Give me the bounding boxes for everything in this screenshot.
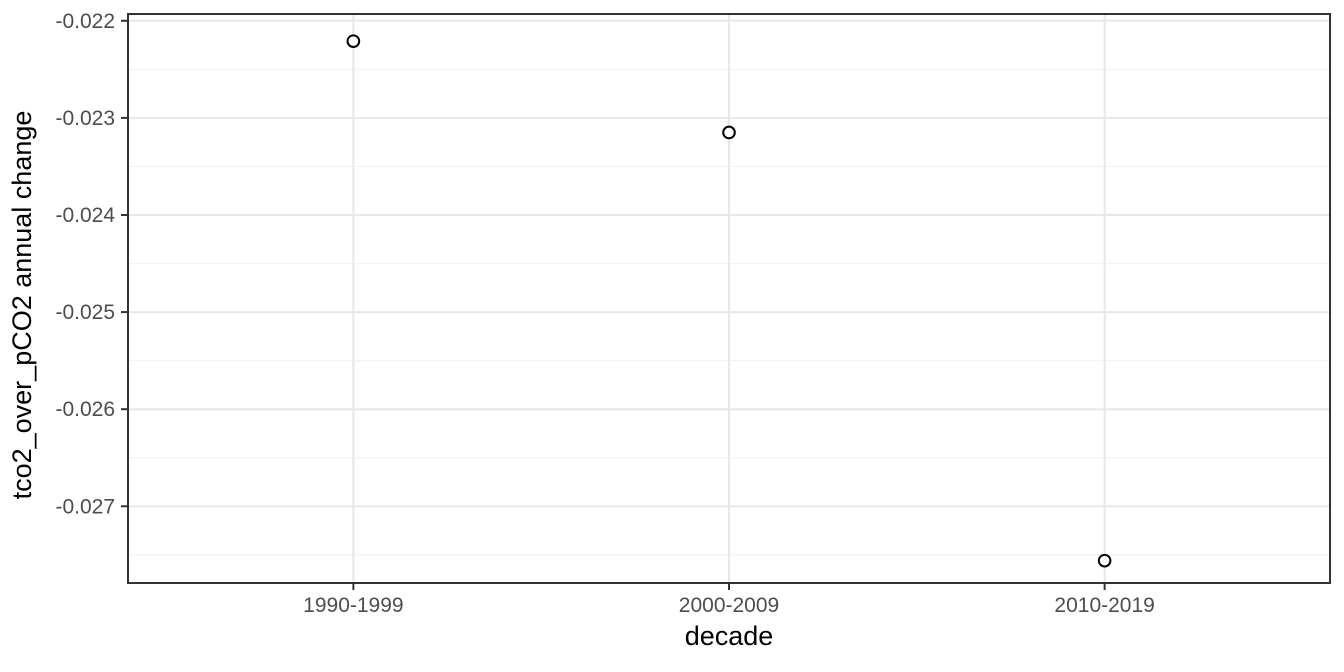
x-tick-label: 2010-2019 [1054, 594, 1154, 617]
y-tick-label: -0.022 [55, 10, 115, 33]
y-tick-label: -0.026 [55, 398, 115, 421]
y-tick-label: -0.023 [55, 107, 115, 130]
x-axis-title: decade [684, 621, 774, 651]
y-tick-label: -0.027 [55, 495, 115, 518]
y-tick-label: -0.024 [55, 204, 115, 227]
y-tick-label: -0.025 [55, 301, 115, 324]
x-tick-label: 2000-2009 [679, 594, 779, 617]
data-point [1097, 553, 1112, 568]
x-tick-label: 1990-1999 [303, 594, 403, 617]
data-point [722, 125, 736, 140]
data-point [346, 34, 361, 48]
